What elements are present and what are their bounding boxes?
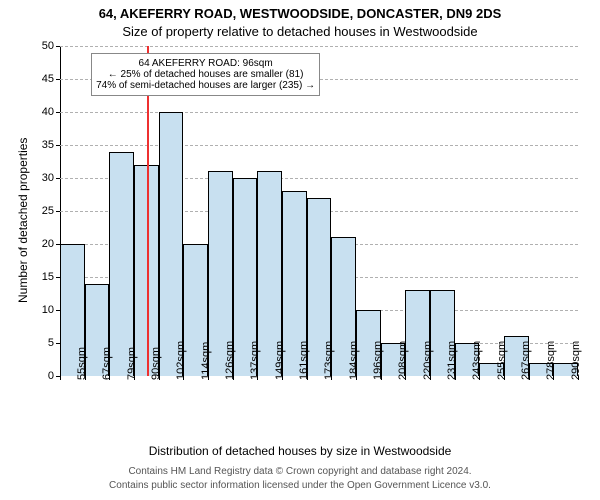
- y-gridline: [60, 46, 578, 47]
- y-gridline: [60, 145, 578, 146]
- y-tick-mark: [56, 178, 60, 179]
- x-tick-mark: [455, 376, 456, 380]
- y-tick-label: 10: [42, 304, 54, 316]
- y-tick-label: 20: [42, 238, 54, 250]
- x-tick-label: 149sqm: [274, 341, 286, 380]
- x-tick-mark: [85, 376, 86, 380]
- plot-area: 0510152025303540455055sqm67sqm79sqm90sqm…: [60, 46, 578, 376]
- x-tick-mark: [159, 376, 160, 380]
- y-tick-mark: [56, 46, 60, 47]
- x-tick-mark: [430, 376, 431, 380]
- x-tick-label: 184sqm: [348, 341, 360, 380]
- x-tick-mark: [307, 376, 308, 380]
- x-tick-label: 278sqm: [545, 341, 557, 380]
- x-tick-mark: [257, 376, 258, 380]
- y-gridline: [60, 112, 578, 113]
- y-tick-mark: [56, 211, 60, 212]
- y-tick-mark: [56, 79, 60, 80]
- x-tick-label: 79sqm: [126, 347, 138, 380]
- chart-container: 64, AKEFERRY ROAD, WESTWOODSIDE, DONCAST…: [0, 0, 600, 500]
- y-axis-label: Number of detached properties: [16, 138, 30, 303]
- x-tick-label: 255sqm: [496, 341, 508, 380]
- x-tick-label: 267sqm: [520, 341, 532, 380]
- chart-title-line2: Size of property relative to detached ho…: [0, 24, 600, 39]
- x-tick-label: 196sqm: [372, 341, 384, 380]
- x-tick-label: 67sqm: [101, 347, 113, 380]
- y-tick-label: 0: [48, 370, 54, 382]
- x-tick-label: 220sqm: [422, 341, 434, 380]
- y-tick-label: 45: [42, 73, 54, 85]
- annotation-box: 64 AKEFERRY ROAD: 96sqm← 25% of detached…: [91, 53, 320, 96]
- x-tick-mark: [282, 376, 283, 380]
- x-tick-label: 173sqm: [323, 341, 335, 380]
- y-tick-label: 25: [42, 205, 54, 217]
- x-tick-mark: [183, 376, 184, 380]
- y-tick-label: 50: [42, 40, 54, 52]
- y-tick-label: 40: [42, 106, 54, 118]
- annotation-line: 64 AKEFERRY ROAD: 96sqm: [96, 58, 315, 69]
- x-tick-mark: [134, 376, 135, 380]
- y-tick-label: 35: [42, 139, 54, 151]
- footer-line1: Contains HM Land Registry data © Crown c…: [0, 466, 600, 477]
- x-tick-mark: [356, 376, 357, 380]
- histogram-bar: [109, 152, 134, 376]
- x-tick-mark: [233, 376, 234, 380]
- x-tick-mark: [109, 376, 110, 380]
- x-tick-mark: [553, 376, 554, 380]
- footer-line2: Contains public sector information licen…: [0, 480, 600, 491]
- x-tick-label: 102sqm: [175, 341, 187, 380]
- x-tick-label: 243sqm: [471, 341, 483, 380]
- x-tick-mark: [60, 376, 61, 380]
- annotation-line: 74% of semi-detached houses are larger (…: [96, 80, 315, 91]
- histogram-bar: [159, 112, 184, 376]
- x-tick-label: 90sqm: [150, 347, 162, 380]
- x-tick-mark: [331, 376, 332, 380]
- x-tick-label: 161sqm: [298, 341, 310, 380]
- annotation-line: ← 25% of detached houses are smaller (81…: [96, 69, 315, 80]
- y-tick-mark: [56, 145, 60, 146]
- x-tick-mark: [208, 376, 209, 380]
- x-tick-label: 137sqm: [249, 341, 261, 380]
- x-tick-label: 290sqm: [570, 341, 582, 380]
- y-tick-label: 15: [42, 271, 54, 283]
- x-tick-label: 114sqm: [200, 342, 212, 380]
- x-tick-mark: [578, 376, 579, 380]
- y-tick-mark: [56, 112, 60, 113]
- chart-title-line1: 64, AKEFERRY ROAD, WESTWOODSIDE, DONCAST…: [0, 6, 600, 21]
- x-tick-label: 208sqm: [397, 341, 409, 380]
- x-tick-mark: [529, 376, 530, 380]
- x-tick-mark: [405, 376, 406, 380]
- x-tick-mark: [479, 376, 480, 380]
- x-tick-label: 231sqm: [446, 341, 458, 380]
- x-axis-label: Distribution of detached houses by size …: [0, 444, 600, 458]
- y-tick-label: 5: [48, 337, 54, 349]
- x-tick-label: 55sqm: [76, 347, 88, 380]
- x-tick-label: 126sqm: [224, 341, 236, 380]
- y-tick-label: 30: [42, 172, 54, 184]
- x-tick-mark: [504, 376, 505, 380]
- x-tick-mark: [381, 376, 382, 380]
